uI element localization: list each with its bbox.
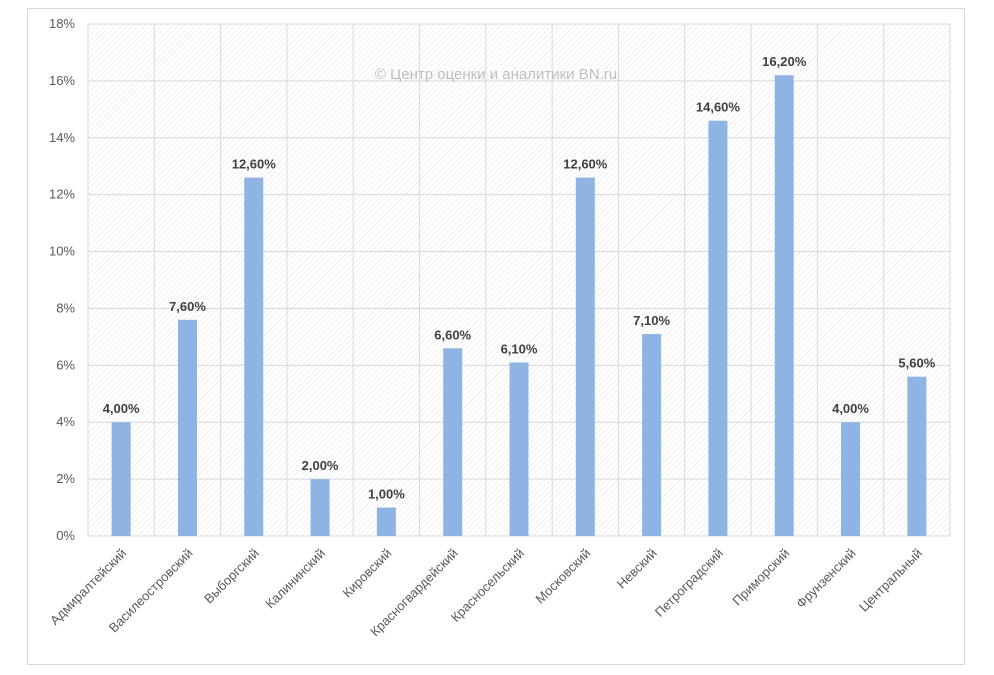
data-label: 14,60% [696, 100, 741, 115]
y-tick-label: 2% [56, 471, 75, 486]
data-label: 5,60% [898, 356, 935, 371]
x-category-label: Фрунзенский [793, 546, 858, 611]
data-label: 6,10% [501, 341, 538, 356]
bar [575, 177, 595, 536]
bar [310, 479, 330, 536]
data-label: 7,60% [169, 299, 206, 314]
y-tick-label: 14% [49, 130, 75, 145]
y-tick-label: 16% [49, 73, 75, 88]
bar [443, 348, 463, 536]
bar [774, 75, 794, 536]
data-label: 6,60% [434, 327, 471, 342]
data-label: 12,60% [232, 157, 277, 172]
x-category-label: Приморский [729, 546, 792, 609]
data-label: 16,20% [762, 54, 807, 69]
bar [907, 376, 927, 536]
x-category-label: Красносельский [448, 546, 527, 625]
bar [376, 507, 396, 536]
y-tick-label: 10% [49, 244, 75, 259]
x-category-label: Кировский [340, 546, 395, 601]
y-axis: 0% 2% 4% 6% 8% 10% 12% 14% 16% 18% [49, 16, 75, 543]
y-tick-label: 12% [49, 187, 75, 202]
x-category-label: Выборгский [201, 546, 262, 607]
data-label: 4,00% [103, 401, 140, 416]
y-tick-label: 18% [49, 16, 75, 31]
bar [244, 177, 264, 536]
data-labels: 4,00% 7,60% 12,60% 2,00% 1,00% 6,60% 6,10% 12,6… [103, 54, 936, 501]
bar [642, 334, 662, 536]
bar [111, 422, 131, 536]
x-category-label: Петроградский [652, 546, 726, 620]
x-category-label: Калининский [262, 546, 328, 612]
bar [708, 120, 728, 536]
gridlines [87, 23, 951, 537]
x-category-label: Московский [532, 546, 593, 607]
bar [841, 422, 861, 536]
x-category-label: Центральный [856, 546, 925, 615]
data-label: 4,00% [832, 401, 869, 416]
x-category-label: Невский [614, 546, 660, 592]
data-label: 1,00% [368, 487, 405, 502]
y-tick-label: 4% [56, 414, 75, 429]
bars [111, 75, 927, 536]
data-label: 2,00% [302, 458, 339, 473]
watermark-text: © Центр оценки и аналитики BN.ru [375, 66, 617, 83]
bar [177, 319, 197, 536]
y-tick-label: 0% [56, 528, 75, 543]
y-tick-label: 6% [56, 357, 75, 372]
y-tick-label: 8% [56, 300, 75, 315]
bar [509, 362, 529, 536]
data-label: 12,60% [563, 157, 608, 172]
data-label: 7,10% [633, 313, 670, 328]
